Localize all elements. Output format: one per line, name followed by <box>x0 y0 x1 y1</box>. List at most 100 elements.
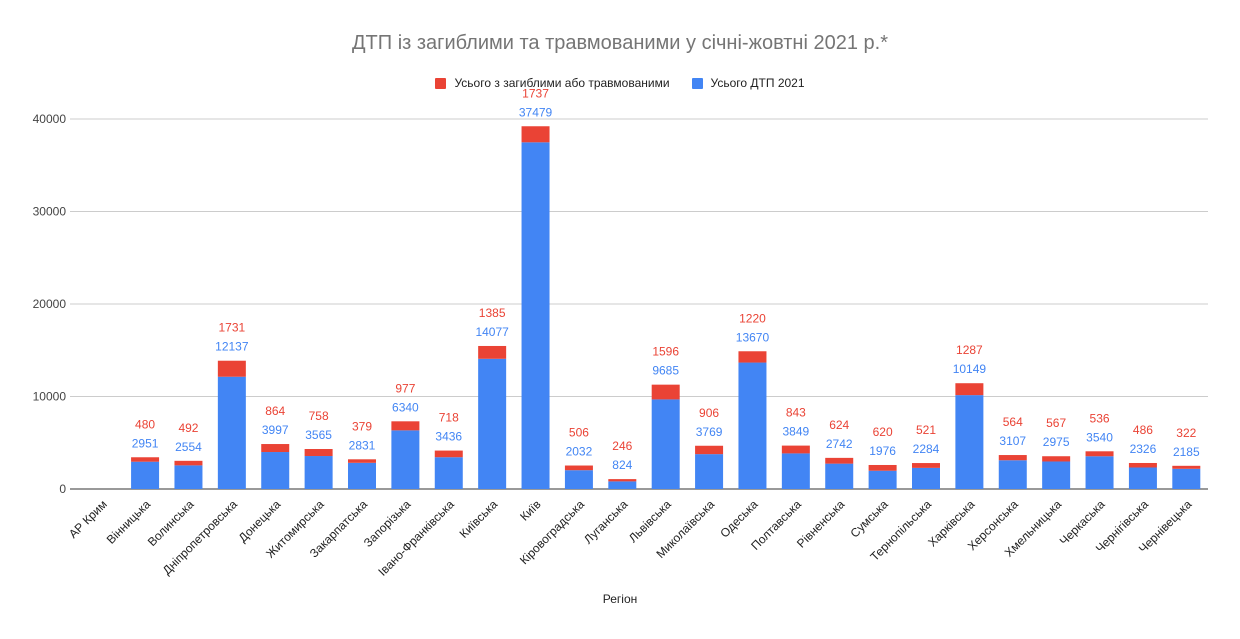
x-tick-label: Київ <box>517 497 543 523</box>
data-label-injured: 567 <box>1046 416 1066 430</box>
bar-total <box>781 453 810 489</box>
bar-total <box>174 465 203 489</box>
bar-injured <box>651 384 680 400</box>
data-label-injured: 246 <box>612 439 632 453</box>
data-label-injured: 718 <box>439 411 459 425</box>
bar-injured <box>1172 465 1201 469</box>
data-label-injured: 1596 <box>652 345 679 359</box>
data-label-total: 2742 <box>826 437 853 451</box>
bar-injured <box>348 459 376 463</box>
data-label-total: 2185 <box>1173 445 1200 459</box>
data-label-total: 1976 <box>869 444 896 458</box>
data-label-injured: 906 <box>699 406 719 420</box>
y-tick-label: 40000 <box>33 112 67 126</box>
data-label-total: 13670 <box>736 330 770 344</box>
legend-swatch-red <box>435 77 447 89</box>
data-label-total: 824 <box>612 458 632 472</box>
y-tick-label: 10000 <box>33 390 67 404</box>
bar-injured <box>695 445 724 455</box>
bar-injured <box>1042 456 1071 462</box>
data-label-injured: 322 <box>1176 426 1196 440</box>
chart-title: ДТП із загиблими та травмованими у січні… <box>352 32 888 54</box>
data-label-total: 3997 <box>262 423 289 437</box>
data-label-injured: 506 <box>569 426 589 440</box>
x-tick-label: АР Крим <box>66 497 110 541</box>
data-label-total: 2975 <box>1043 435 1070 449</box>
data-label-total: 3107 <box>999 434 1026 448</box>
data-label-total: 10149 <box>953 362 987 376</box>
bar-total <box>1172 468 1201 489</box>
legend-swatch-blue <box>691 77 703 89</box>
bar-total <box>217 376 246 489</box>
bar-injured <box>478 345 507 359</box>
data-label-injured: 521 <box>916 423 936 437</box>
bar-total <box>564 470 593 489</box>
bar-total <box>391 430 420 489</box>
data-label-total: 14077 <box>475 325 509 339</box>
bar-total <box>1085 456 1114 489</box>
bar-total <box>478 358 507 489</box>
data-label-injured: 1220 <box>739 311 766 325</box>
data-label-injured: 480 <box>135 417 155 431</box>
data-label-total: 12137 <box>215 340 249 354</box>
x-axis-label: Регіон <box>602 592 638 606</box>
bar-total <box>1042 461 1071 489</box>
bar-injured <box>564 465 593 471</box>
bar-injured <box>608 479 637 482</box>
bar-total <box>998 460 1027 489</box>
bar-injured <box>912 463 940 468</box>
data-label-injured: 843 <box>786 406 806 420</box>
bar-injured <box>781 445 810 454</box>
data-label-injured: 977 <box>395 381 415 395</box>
data-label-total: 3436 <box>435 430 462 444</box>
y-tick-label: 20000 <box>33 297 67 311</box>
data-label-injured: 1287 <box>956 343 983 357</box>
bar-total <box>695 454 724 489</box>
y-tick-label: 30000 <box>33 205 67 219</box>
bar-injured <box>434 450 463 458</box>
bar-injured <box>825 457 854 464</box>
x-tick-label: Одеська <box>717 497 760 540</box>
x-tick-label: Дніпропетровська <box>160 497 241 578</box>
legend-label: Усього ДТП 2021 <box>710 76 805 90</box>
bar-injured <box>738 351 767 363</box>
bar-total <box>955 395 984 489</box>
bar-injured <box>521 126 550 143</box>
bar-injured <box>217 360 246 377</box>
bar-injured <box>955 383 984 396</box>
data-label-total: 2284 <box>913 442 940 456</box>
data-label-injured: 486 <box>1133 423 1153 437</box>
x-tick-label: Івано-Франківська <box>375 497 457 579</box>
data-label-injured: 758 <box>309 409 329 423</box>
bar-injured <box>304 449 333 457</box>
bar-total <box>738 362 767 489</box>
bar-total <box>868 470 897 489</box>
legend-item-total: Усього ДТП 2021 <box>691 76 805 90</box>
data-label-injured: 1731 <box>218 321 245 335</box>
bar-total <box>434 457 463 489</box>
data-label-injured: 564 <box>1003 415 1023 429</box>
bar-injured <box>868 464 897 471</box>
x-tick-label: Київська <box>457 497 501 541</box>
x-tick-label: Сумська <box>847 497 891 541</box>
data-label-total: 37479 <box>519 105 553 119</box>
data-label-total: 9685 <box>652 364 679 378</box>
data-label-total: 6340 <box>392 400 419 414</box>
bar-total <box>651 399 680 489</box>
bar-total <box>825 463 854 489</box>
data-label-injured: 864 <box>265 404 285 418</box>
bar-injured <box>131 457 160 462</box>
x-tick-label: Рівненська <box>794 497 848 551</box>
data-label-total: 3540 <box>1086 430 1113 444</box>
data-label-total: 2554 <box>175 440 202 454</box>
data-label-total: 2831 <box>349 438 376 452</box>
data-label-injured: 624 <box>829 418 849 432</box>
bar-total <box>304 456 333 489</box>
bar-total <box>608 481 637 489</box>
data-label-total: 2032 <box>566 445 593 459</box>
x-tick-label: Луганська <box>581 497 631 547</box>
data-label-injured: 1737 <box>522 86 549 100</box>
data-label-injured: 536 <box>1090 411 1110 425</box>
bar-injured <box>174 460 203 466</box>
data-label-injured: 1385 <box>479 306 506 320</box>
